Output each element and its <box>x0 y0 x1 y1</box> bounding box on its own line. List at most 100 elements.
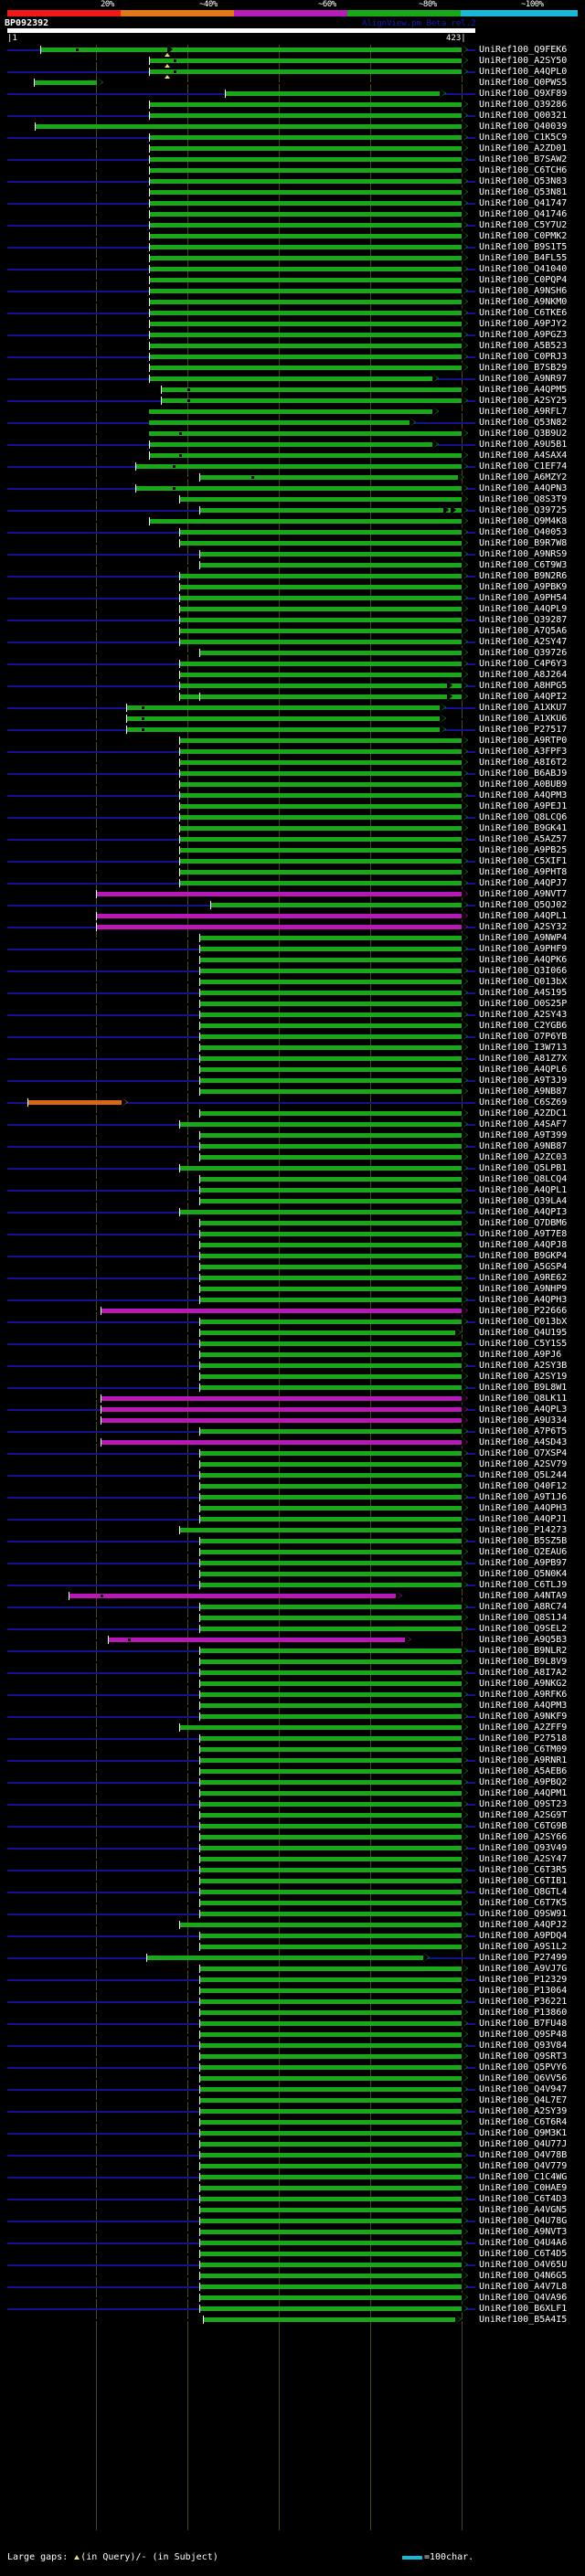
hsp-bar[interactable] <box>199 2208 463 2212</box>
hit-accession-label[interactable]: UniRef100_Q53N81 <box>479 187 568 197</box>
alignment-row[interactable]: UniRef100_B7SAW2 <box>0 154 585 165</box>
hsp-bar[interactable] <box>149 102 463 107</box>
hit-accession-label[interactable]: UniRef100_A8J264 <box>479 670 568 680</box>
alignment-row[interactable]: UniRef100_A9PB97 <box>0 1558 585 1569</box>
hsp-bar[interactable] <box>135 464 463 469</box>
alignment-row[interactable]: UniRef100_Q40053 <box>0 527 585 538</box>
hit-accession-label[interactable]: UniRef100_A2ZDC1 <box>479 1108 568 1118</box>
alignment-row[interactable]: UniRef100_A2SY50 <box>0 56 585 68</box>
hit-accession-label[interactable]: UniRef100_A4QPJ7 <box>479 878 568 888</box>
hsp-bar[interactable] <box>149 190 463 195</box>
alignment-row[interactable]: UniRef100_A9PHF9 <box>0 944 585 955</box>
alignment-row[interactable]: UniRef100_A2ZDC1 <box>0 1108 585 1119</box>
hit-accession-label[interactable]: UniRef100_B9NLR2 <box>479 1646 568 1656</box>
hit-accession-label[interactable]: UniRef100_P14273 <box>479 1525 568 1535</box>
alignment-row[interactable]: UniRef100_A4QPJ7 <box>0 878 585 889</box>
alignment-row[interactable]: UniRef100_Q8S1J4 <box>0 1613 585 1624</box>
alignment-row[interactable]: UniRef100_Q39286 <box>0 100 585 111</box>
alignment-row[interactable]: UniRef100_P13064 <box>0 1986 585 1997</box>
hsp-bar[interactable] <box>199 1703 463 1708</box>
alignment-row[interactable]: UniRef100_Q8LK11 <box>0 1394 585 1405</box>
alignment-row[interactable]: UniRef100_A4V7L8 <box>0 2282 585 2293</box>
hsp-bar[interactable] <box>161 387 463 392</box>
hit-accession-label[interactable]: UniRef100_C6T4D5 <box>479 2249 568 2259</box>
hsp-bar[interactable] <box>149 135 463 140</box>
hit-accession-label[interactable]: UniRef100_A9PB97 <box>479 1558 568 1568</box>
hit-accession-label[interactable]: UniRef100_A2SY32 <box>479 922 568 932</box>
hit-accession-label[interactable]: UniRef100_C0PMK2 <box>479 231 568 241</box>
hsp-bar[interactable] <box>179 771 463 776</box>
alignment-row[interactable]: UniRef100_Q3B9U2 <box>0 429 585 440</box>
hsp-bar[interactable] <box>149 146 463 151</box>
hsp-bar[interactable] <box>199 1934 463 1938</box>
hsp-bar[interactable] <box>199 1495 463 1500</box>
alignment-row[interactable]: UniRef100_Q41747 <box>0 198 585 209</box>
hsp-bar[interactable] <box>35 124 463 129</box>
alignment-row[interactable]: UniRef100_A9NWP4 <box>0 933 585 944</box>
hit-accession-label[interactable]: UniRef100_Q5N0K4 <box>479 1569 568 1579</box>
hit-accession-label[interactable]: UniRef100_P13860 <box>479 2008 568 2018</box>
hsp-bar[interactable] <box>149 300 463 304</box>
hsp-bar[interactable] <box>199 1320 463 1324</box>
alignment-row[interactable]: UniRef100_A9NB87 <box>0 1141 585 1152</box>
hsp-bar[interactable] <box>199 508 463 513</box>
alignment-row[interactable]: UniRef100_B9S1T5 <box>0 242 585 253</box>
hsp-bar[interactable] <box>199 2153 463 2157</box>
hsp-bar[interactable] <box>199 1945 463 1949</box>
alignment-row[interactable]: UniRef100_C6TM09 <box>0 1744 585 1755</box>
hit-accession-label[interactable]: UniRef100_Q9SP48 <box>479 2030 568 2040</box>
hsp-bar[interactable] <box>149 201 463 206</box>
alignment-row[interactable]: UniRef100_I3W713 <box>0 1043 585 1054</box>
alignment-row[interactable]: UniRef100_Q3I066 <box>0 966 585 977</box>
hsp-bar[interactable] <box>199 2098 463 2103</box>
hit-accession-label[interactable]: UniRef100_B6ABJ9 <box>479 769 568 779</box>
alignment-row[interactable]: UniRef100_B6XLF1 <box>0 2304 585 2315</box>
alignment-row[interactable]: UniRef100_A2ZD01 <box>0 143 585 154</box>
alignment-row[interactable]: UniRef100_A9U334 <box>0 1415 585 1426</box>
hsp-bar[interactable] <box>126 727 441 732</box>
hsp-bar[interactable] <box>199 1506 463 1511</box>
hsp-bar[interactable] <box>199 2306 463 2311</box>
hit-accession-label[interactable]: UniRef100_C6TKE6 <box>479 308 568 318</box>
hsp-bar[interactable] <box>199 1769 463 1774</box>
alignment-row[interactable]: UniRef100_A9T3J9 <box>0 1076 585 1087</box>
hsp-bar[interactable] <box>199 1298 463 1302</box>
alignment-row[interactable]: UniRef100_A9PJ6 <box>0 1350 585 1361</box>
alignment-row[interactable]: UniRef100_P12329 <box>0 1975 585 1986</box>
alignment-row[interactable]: UniRef100_O4V65U <box>0 2260 585 2271</box>
alignment-row[interactable]: UniRef100_A4QPL6 <box>0 1065 585 1076</box>
hsp-bar[interactable] <box>199 2274 463 2278</box>
hsp-bar[interactable] <box>199 1451 463 1456</box>
alignment-row[interactable]: UniRef100_A9S1L2 <box>0 1942 585 1953</box>
hsp-bar[interactable] <box>179 826 463 831</box>
hit-accession-label[interactable]: UniRef100_A9RFK6 <box>479 1690 568 1700</box>
alignment-row[interactable]: UniRef100_Q41040 <box>0 264 585 275</box>
hsp-bar[interactable] <box>199 1550 463 1554</box>
alignment-row[interactable]: UniRef100_Q53N82 <box>0 418 585 429</box>
hit-accession-label[interactable]: UniRef100_Q4U195 <box>479 1328 568 1338</box>
hsp-bar[interactable] <box>199 2032 463 2037</box>
hsp-bar[interactable] <box>199 1341 463 1346</box>
hit-accession-label[interactable]: UniRef100_A2ZD01 <box>479 143 568 154</box>
hsp-bar[interactable] <box>149 179 463 184</box>
hit-accession-label[interactable]: UniRef100_B7SAW2 <box>479 154 568 164</box>
alignment-row[interactable]: UniRef100_Q4VA96 <box>0 2293 585 2304</box>
hsp-bar[interactable] <box>179 1210 463 1214</box>
alignment-row[interactable]: UniRef100_Q93V84 <box>0 2041 585 2051</box>
hit-accession-label[interactable]: UniRef100_A9U5B1 <box>479 440 568 450</box>
hit-accession-label[interactable]: UniRef100_A7P6T5 <box>479 1426 568 1436</box>
hsp-bar[interactable] <box>199 1177 463 1182</box>
hit-accession-label[interactable]: UniRef100_P27517 <box>479 725 568 735</box>
hit-accession-label[interactable]: UniRef100_A4QPJ8 <box>479 1240 568 1250</box>
alignment-row[interactable]: UniRef100_Q8GTL4 <box>0 1887 585 1898</box>
alignment-row[interactable]: UniRef100_P36221 <box>0 1997 585 2008</box>
hsp-bar[interactable] <box>199 1988 463 1993</box>
alignment-row[interactable]: UniRef100_Q40F12 <box>0 1481 585 1492</box>
alignment-row[interactable]: UniRef100_A2ZFF9 <box>0 1723 585 1733</box>
hit-accession-label[interactable]: UniRef100_A9Q5B3 <box>479 1635 568 1645</box>
hit-accession-label[interactable]: UniRef100_A9NSH6 <box>479 286 568 296</box>
alignment-row[interactable]: UniRef100_A9RE62 <box>0 1273 585 1284</box>
hit-accession-label[interactable]: UniRef100_Q7DBM6 <box>479 1218 568 1228</box>
alignment-row[interactable]: UniRef100_A9T1J6 <box>0 1492 585 1503</box>
hsp-bar[interactable] <box>96 914 463 918</box>
